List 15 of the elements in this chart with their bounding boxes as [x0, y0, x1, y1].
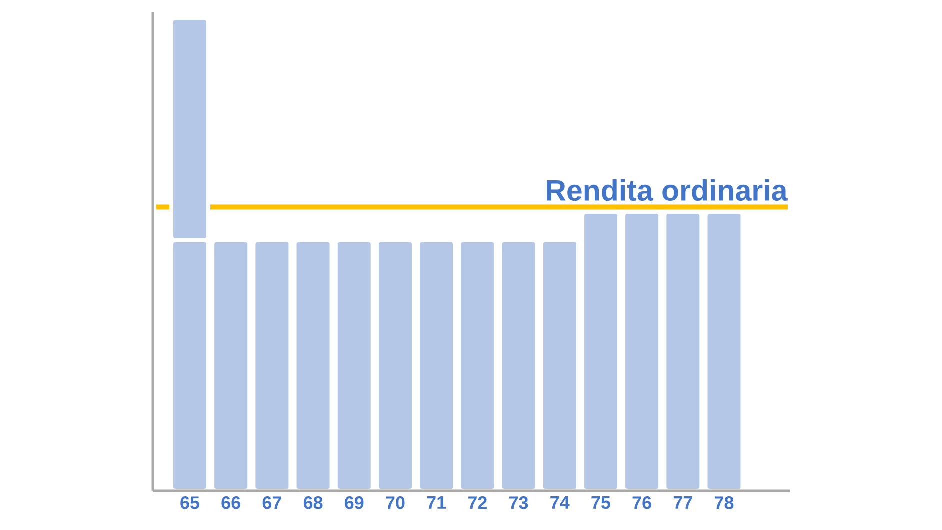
x-tick-label: 72 [468, 496, 487, 510]
x-tick-label: 65 [180, 496, 200, 510]
x-tick-label: 69 [345, 496, 364, 510]
x-tick-label: 71 [427, 496, 446, 509]
x-tick-label: 76 [632, 496, 652, 510]
x-tick-label: 66 [222, 496, 240, 510]
x-tick-label: 75 [592, 496, 610, 510]
x-tick-label: 73 [510, 496, 528, 510]
x-tick-label: 67 [262, 496, 282, 510]
x-tick-label: 78 [715, 496, 734, 510]
x-tick-label: 77 [674, 496, 692, 509]
ref-line-label: Rendita ordinaria [547, 179, 788, 202]
x-tick-label: 68 [304, 496, 323, 510]
x-tick-label: 74 [550, 496, 570, 509]
x-tick-label: 70 [386, 496, 405, 510]
